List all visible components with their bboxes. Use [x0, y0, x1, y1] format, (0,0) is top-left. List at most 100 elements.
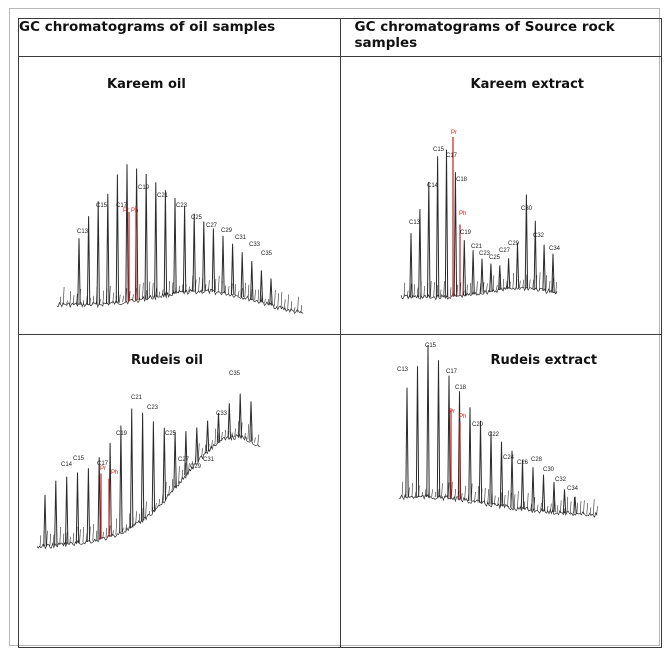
n-alkane-peak [415, 366, 419, 498]
minor-peak [188, 286, 190, 293]
minor-peak [247, 424, 249, 440]
n-alkane-peak [478, 421, 482, 504]
minor-peak [211, 440, 213, 449]
minor-peak [148, 281, 151, 299]
minor-peak [502, 278, 504, 290]
minor-peak [454, 489, 456, 500]
minor-peak [244, 282, 246, 298]
minor-peak [526, 493, 528, 511]
panel-title-rudeis-extract: Rudeis extract [490, 353, 598, 369]
peak-label: C27 [178, 457, 190, 463]
minor-peak [277, 293, 279, 308]
peak-label: C25 [191, 215, 203, 221]
n-alkane-peak [86, 216, 91, 305]
n-alkane-peak [541, 244, 546, 291]
minor-peak [436, 285, 438, 298]
n-alkane-peak [163, 190, 168, 296]
minor-peak [92, 295, 95, 305]
minor-peak [487, 489, 489, 505]
minor-peak [208, 280, 210, 292]
n-alkane-peak [249, 401, 253, 442]
minor-peak [450, 482, 453, 500]
minor-peak [142, 282, 144, 300]
n-alkane-peak [506, 258, 510, 289]
minor-peak [257, 289, 260, 302]
cell-kareem-oil: Kareem oil C13 C15 C17 Pr Ph C19 C21 C23 C25 C27 C… [18, 56, 341, 336]
minor-peak [142, 508, 144, 522]
minor-peak [531, 279, 534, 289]
minor-peak [224, 430, 226, 440]
minor-peak [251, 288, 253, 300]
peak-label: C31 [235, 235, 247, 241]
peak-label: C17 [116, 203, 128, 209]
minor-peak [462, 290, 464, 296]
minor-peak [447, 482, 449, 499]
n-alkane-peak [404, 388, 409, 498]
minor-peak [551, 277, 554, 293]
peak-label: C25 [165, 431, 177, 437]
minor-peak [184, 463, 187, 477]
n-alkane-peak [446, 376, 451, 499]
n-alkane-peak [240, 252, 244, 298]
n-alkane-peak [125, 164, 129, 302]
minor-peak [191, 461, 193, 469]
minor-peak [496, 497, 499, 507]
n-alkane-peak [572, 497, 577, 515]
minor-peak [241, 288, 243, 297]
n-alkane-peak [144, 174, 148, 299]
minor-peak [234, 284, 236, 296]
n-alkane-peak [426, 181, 430, 298]
minor-peak [473, 492, 476, 503]
peak-label: C24 [503, 455, 515, 461]
n-alkane-peak [550, 253, 555, 293]
minor-peak [421, 492, 423, 498]
peak-label: C34 [567, 486, 579, 492]
minor-peak [442, 281, 445, 298]
n-alkane-peak [488, 263, 493, 292]
n-alkane-peak [54, 481, 58, 546]
minor-peak [214, 278, 217, 293]
n-alkane-peak [530, 467, 535, 511]
minor-peak [528, 279, 530, 289]
minor-peak [204, 444, 207, 455]
minor-peak [119, 294, 121, 303]
minor-peak [138, 514, 141, 524]
minor-peak [109, 285, 111, 304]
n-alkane-peak [444, 149, 448, 298]
minor-peak [52, 535, 55, 547]
peak-label: C29 [190, 464, 202, 470]
minor-peak [493, 496, 495, 506]
peak-label: C28 [531, 457, 543, 463]
n-alkane-peak [119, 425, 123, 534]
peak-label: C18 [455, 385, 467, 391]
minor-peak [513, 494, 515, 509]
n-alkane-peak [436, 360, 440, 498]
n-alkane-peak [533, 220, 537, 290]
minor-peak [66, 532, 68, 545]
minor-peak [168, 486, 170, 497]
peak-label: C15 [433, 147, 445, 153]
minor-peak [188, 463, 190, 473]
n-alkane-peak [86, 468, 91, 543]
minor-peak [485, 283, 488, 293]
chromatogram-table: GC chromatograms of oil samples GC chrom… [18, 17, 662, 648]
peak-label: Ph [459, 414, 466, 420]
minor-peak [582, 500, 585, 515]
n-alkane-peak [497, 265, 501, 290]
minor-peak [181, 470, 183, 481]
minor-peak [46, 531, 48, 547]
minor-peak [465, 284, 468, 296]
minor-peak [66, 300, 68, 305]
n-alkane-peak [238, 394, 242, 438]
peak-label: C17 [446, 153, 458, 159]
peak-label: C30 [543, 467, 555, 473]
peak-label: C32 [555, 477, 567, 483]
minor-peak [536, 505, 538, 512]
table-row-kareem: Kareem oil C13 C15 C17 Pr Ph C19 C21 C23 C25 C27 C… [18, 56, 662, 336]
minor-peak [416, 287, 418, 298]
minor-peak [432, 282, 435, 298]
n-alkane-peak [499, 442, 503, 507]
minor-peak [505, 280, 507, 290]
cell-rudeis-oil: Rudeis oil C14 C15 C17 Pr Ph C19 C21 C23 C25 C27 C… [18, 334, 341, 648]
